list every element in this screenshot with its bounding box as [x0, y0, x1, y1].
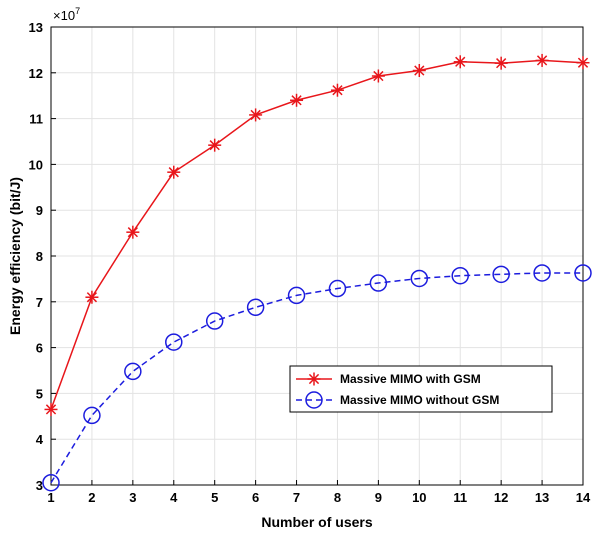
data-point: [205, 312, 224, 330]
data-point: [576, 56, 590, 70]
series-with-gsm: [44, 53, 590, 416]
data-point: [287, 286, 306, 305]
y-axis-label: Energy efficiency (bit/J): [7, 177, 23, 335]
x-tick-label: 11: [453, 490, 467, 505]
data-point: [412, 64, 426, 78]
series-line: [50, 272, 583, 484]
data-point: [330, 83, 344, 97]
x-tick-label: 2: [88, 490, 95, 505]
x-tick-label: 5: [211, 490, 218, 505]
data-point: [290, 93, 304, 107]
data-point: [83, 406, 101, 425]
y-exponent-base: ×10: [53, 8, 75, 23]
x-tick-label: 9: [375, 490, 382, 505]
data-point: [410, 269, 429, 288]
marker-stroke: [414, 65, 425, 76]
data-point: [453, 55, 467, 69]
data-point: [494, 56, 508, 70]
marker-stroke: [455, 56, 466, 67]
data-point: [328, 279, 347, 298]
series-line: [50, 59, 584, 410]
legend-label: Massive MIMO without GSM: [340, 393, 499, 407]
marker-stroke: [45, 404, 57, 415]
y-tick-label: 11: [29, 112, 43, 127]
x-tick-label: 14: [576, 490, 591, 505]
marker-stroke: [373, 70, 384, 82]
data-point: [533, 264, 551, 282]
marker-stroke: [127, 227, 138, 238]
y-tick-label: 12: [29, 66, 43, 81]
marker-stroke: [168, 167, 179, 178]
x-tick-label: 13: [535, 490, 549, 505]
y-tick-label: 3: [36, 478, 43, 493]
data-point: [42, 473, 60, 492]
data-point: [208, 138, 222, 152]
y-exponent-label: ×107: [53, 6, 80, 23]
marker-stroke: [496, 58, 507, 69]
marker-stroke: [209, 140, 220, 151]
marker-stroke: [308, 373, 320, 385]
data-point: [167, 165, 181, 179]
x-axis-label: Number of users: [261, 514, 372, 530]
marker-stroke: [250, 109, 261, 121]
legend-marker: [305, 391, 323, 409]
data-series: [42, 53, 592, 492]
x-tick-label: 6: [252, 490, 259, 505]
y-tick-label: 10: [29, 157, 43, 172]
series-without-gsm: [42, 264, 592, 492]
y-tick-label: 8: [36, 249, 43, 264]
marker-stroke: [536, 55, 548, 66]
legend: Massive MIMO with GSM Massive MIMO withou…: [289, 365, 553, 413]
data-point: [451, 266, 469, 285]
x-tick-label: 12: [494, 490, 508, 505]
data-point: [249, 108, 263, 122]
data-point: [535, 53, 549, 67]
data-point: [371, 69, 385, 83]
data-point: [369, 274, 388, 292]
legend-item: Massive MIMO without GSM: [296, 391, 499, 409]
legend-box: [289, 365, 553, 413]
data-point: [246, 298, 265, 317]
marker-stroke: [86, 292, 98, 303]
y-tick-label: 6: [36, 341, 43, 356]
y-tick-label: 9: [36, 203, 43, 218]
x-tick-label: 8: [334, 490, 341, 505]
x-tick-label: 3: [129, 490, 136, 505]
y-exponent-power: 7: [75, 6, 80, 16]
y-tick-label: 7: [36, 295, 43, 310]
y-tick-label: 5: [36, 386, 43, 401]
legend-marker: [307, 372, 321, 386]
data-point: [165, 333, 183, 351]
x-tick-label: 7: [293, 490, 300, 505]
x-tick-label: 10: [412, 490, 426, 505]
marker-stroke: [291, 95, 302, 106]
data-point: [124, 362, 142, 381]
data-point: [492, 265, 510, 284]
y-tick-label: 4: [36, 432, 44, 447]
x-tick-label: 1: [47, 490, 54, 505]
y-tick-label: 13: [29, 20, 43, 35]
data-point: [126, 225, 140, 239]
legend-label: Massive MIMO with GSM: [340, 372, 481, 386]
marker-stroke: [577, 57, 589, 68]
data-point: [574, 264, 592, 282]
marker-stroke: [332, 85, 343, 96]
x-tick-label: 4: [170, 490, 178, 505]
legend-item: Massive MIMO with GSM: [296, 372, 481, 386]
data-point: [85, 290, 99, 304]
data-point: [44, 402, 58, 416]
